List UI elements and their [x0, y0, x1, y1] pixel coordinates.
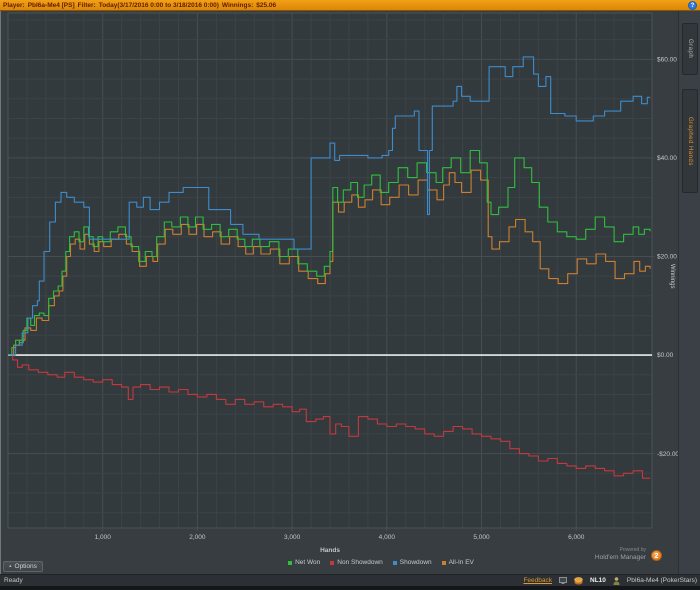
filter-label: Filter:: [77, 2, 96, 9]
hm2-badge-icon: 2: [651, 550, 662, 561]
x-axis-title: Hands: [320, 547, 340, 554]
status-right-cluster: Feedback NL10 PbI6a-Me4 (PokerStars): [523, 575, 697, 586]
player-value: PbI6a-Me4 [PS]: [27, 2, 75, 9]
y-tick-label: -$20.00: [657, 451, 678, 458]
status-player-name[interactable]: PbI6a-Me4 (PokerStars): [626, 577, 697, 584]
feedback-link[interactable]: Feedback: [523, 577, 552, 584]
options-button[interactable]: ▴ Options: [3, 561, 43, 572]
legend-swatch: [441, 560, 446, 565]
chip-stack-icon: [574, 576, 583, 584]
x-tick-label: 4,000: [379, 534, 396, 541]
legend-item: Non Showdown: [330, 559, 383, 567]
legend-label: Showdown: [399, 558, 432, 566]
stake-label[interactable]: NL10: [590, 577, 606, 584]
help-icon[interactable]: ?: [688, 1, 697, 10]
legend-item: All-In EV: [441, 558, 474, 567]
series-line-non-showdown: [8, 354, 651, 479]
tab-graph[interactable]: Graph: [682, 23, 698, 75]
powered-by-block: Powered by Hold'em Manager 2: [540, 547, 676, 567]
player-avatar-icon: [613, 576, 620, 585]
x-tick-label: 5,000: [473, 534, 490, 541]
y-tick-label: $60.00: [657, 57, 677, 64]
graph-title-bar: Player: PbI6a-Me4 [PS] Filter: Today(3/17/2…: [0, 0, 700, 11]
legend-swatch: [392, 560, 397, 565]
chart-svg: 1,000 2,000 3,000 4,000 5,000 6,000 $60.00 $40.…: [7, 12, 678, 554]
chart-legend: Net Won Non Showdown Showdown All-In EV: [0, 556, 678, 569]
monitor-icon: [559, 577, 567, 584]
collapse-arrow-icon: ▴: [9, 563, 12, 569]
legend-swatch: [330, 560, 335, 565]
window-bottom-edge: [0, 586, 700, 590]
legend-label: All-In EV: [448, 558, 474, 566]
series-line-showdown: [8, 56, 651, 356]
tab-graphed-hands[interactable]: Graphed Hands: [682, 89, 698, 193]
powered-by-text: Powered by: [619, 547, 646, 553]
x-tick-label: 6,000: [568, 534, 585, 541]
winnings-label: Winnings:: [221, 2, 254, 9]
status-ready-text: Ready: [4, 577, 23, 584]
filter-value: Today(3/17/2016 0:00 to 3/18/2016 0:00): [98, 2, 219, 9]
y-axis-title: Winnings: [669, 264, 675, 289]
legend-label: Non Showdown: [337, 558, 383, 566]
window-left-edge: [0, 11, 1, 586]
legend-item: Showdown: [392, 558, 432, 567]
legend-label: Net Won: [295, 558, 321, 566]
player-label: Player:: [3, 2, 25, 9]
legend-item: Net Won: [288, 559, 320, 567]
x-tick-label: 2,000: [189, 534, 206, 541]
x-tick-label: 3,000: [284, 534, 301, 541]
series-line-net-won: [8, 149, 651, 356]
winnings-value: $25.06: [256, 2, 277, 9]
app-name-text: Hold'em Manager: [594, 554, 646, 561]
options-button-label: Options: [14, 563, 37, 570]
plot-border: [7, 12, 653, 529]
right-tab-strip: Graph Graphed Hands: [678, 11, 700, 574]
legend-swatch: [288, 560, 293, 565]
x-tick-label: 1,000: [95, 534, 112, 541]
y-tick-label: $40.00: [657, 155, 677, 162]
status-bar: Ready Feedback NL10 PbI6a-Me4 (PokerStar…: [0, 574, 700, 586]
y-tick-label: $20.00: [657, 254, 677, 261]
y-tick-label: $0.00: [657, 352, 674, 359]
